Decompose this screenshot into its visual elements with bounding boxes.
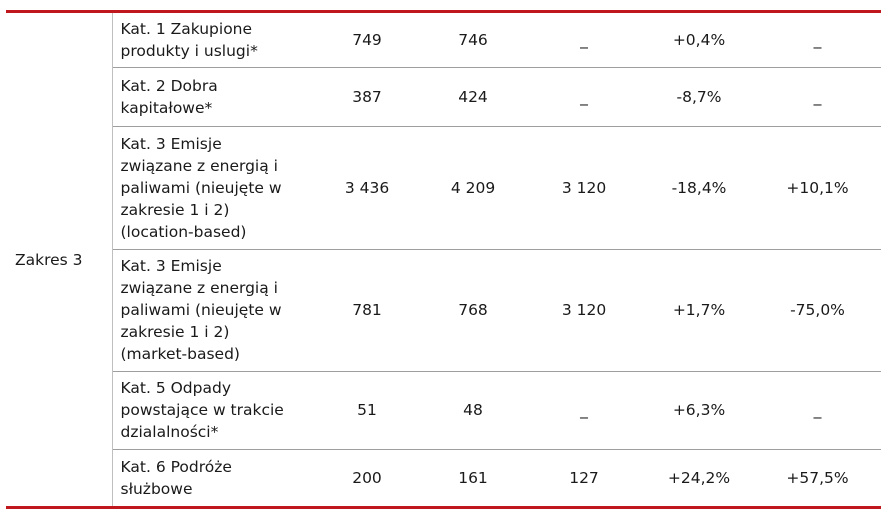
value-cell: 127 <box>569 468 599 487</box>
category-line: paliwami (nieujęte w <box>120 301 282 319</box>
change-cell: -8,7% <box>644 67 754 127</box>
value-cell: 3 120 <box>524 249 644 372</box>
change-cell: +0,4% <box>644 13 754 68</box>
category-line: Kat. 2 Dobra <box>120 76 218 95</box>
category-line: Kat. 5 Odpady <box>120 379 232 397</box>
value-cell: _ <box>524 67 644 127</box>
table-row: Kat. 6 Podróże służbowe 200 161 127 +24,… <box>6 449 881 506</box>
change-cell: -18,4% <box>644 126 754 250</box>
category-cell: Kat. 2 Dobra kapitałowe* <box>112 67 312 127</box>
table-row: Kat. 3 Emisje związane z energią i paliw… <box>6 126 881 250</box>
table-bottom-rule <box>6 506 881 509</box>
category-cell: Kat. 3 Emisje związane z energią i paliw… <box>112 126 312 250</box>
category-line: związane z energią i <box>120 156 278 175</box>
change-cell: _ <box>754 67 881 127</box>
category-line: Kat. 6 Podróże <box>120 457 232 476</box>
category-line: zakresie 1 i 2) <box>120 200 230 219</box>
change-cell: -75,0% <box>754 249 881 372</box>
category-line: służbowe <box>120 479 193 498</box>
category-line: produkty i uslugi* <box>120 41 258 60</box>
category-cell: Kat. 5 Odpady powstające w trakcie dzial… <box>112 371 312 450</box>
change-cell: +1,7% <box>644 249 754 372</box>
value-cell: _ <box>524 371 644 450</box>
category-line: (market-based) <box>120 345 240 363</box>
category-line: Kat. 1 Zakupione <box>120 19 253 38</box>
table-row: Kat. 3 Emisje związane z energią i paliw… <box>6 249 881 372</box>
change-cell: +10,1% <box>754 126 881 250</box>
change-cell: +6,3% <box>644 371 754 450</box>
category-line: paliwami (nieujęte w <box>120 178 282 197</box>
value-cell: 48 <box>422 371 524 450</box>
value-cell: 749 <box>312 13 422 68</box>
table-top-rule <box>6 10 881 13</box>
category-cell: Kat. 1 Zakupione produkty i uslugi* <box>112 13 312 68</box>
category-line: powstające w trakcie <box>120 401 284 419</box>
value-cell: 781 <box>312 249 422 372</box>
value-cell: 768 <box>422 249 524 372</box>
change-cell: _ <box>754 371 881 450</box>
category-line: dzialalności* <box>120 423 219 441</box>
value-cell: 424 <box>422 67 524 127</box>
value-cell: 161 <box>458 468 488 487</box>
value-cell: 3 120 <box>524 126 644 250</box>
value-cell: 51 <box>312 371 422 450</box>
value-cell: 200 <box>352 468 382 487</box>
category-cell: Kat. 3 Emisje związane z energią i paliw… <box>112 249 312 372</box>
table-row: Kat. 2 Dobra kapitałowe* 387 424 _ -8,7%… <box>6 67 881 127</box>
change-cell: +24,2% <box>667 468 731 487</box>
change-cell: _ <box>754 13 881 68</box>
value-cell: 4 209 <box>422 126 524 250</box>
category-line: zakresie 1 i 2) <box>120 323 230 341</box>
change-cell: +57,5% <box>786 468 849 487</box>
value-cell: _ <box>524 13 644 68</box>
emissions-table: Zakres 3 Kat. 1 Zakupione produkty i usl… <box>6 13 881 506</box>
category-cell: Kat. 6 Podróże służbowe <box>112 449 312 506</box>
value-cell: 746 <box>422 13 524 68</box>
category-line: Kat. 3 Emisje <box>120 134 222 153</box>
category-line: związane z energią i <box>120 279 278 297</box>
scope-cell: Zakres 3 <box>6 13 113 506</box>
table-row: Kat. 5 Odpady powstające w trakcie dzial… <box>6 371 881 450</box>
value-cell: 3 436 <box>312 126 422 250</box>
category-line: Kat. 3 Emisje <box>120 257 222 275</box>
category-line: (location-based) <box>120 222 247 241</box>
category-line: kapitałowe* <box>120 98 213 117</box>
table-row: Zakres 3 Kat. 1 Zakupione produkty i usl… <box>6 13 881 506</box>
value-cell: 387 <box>312 67 422 127</box>
